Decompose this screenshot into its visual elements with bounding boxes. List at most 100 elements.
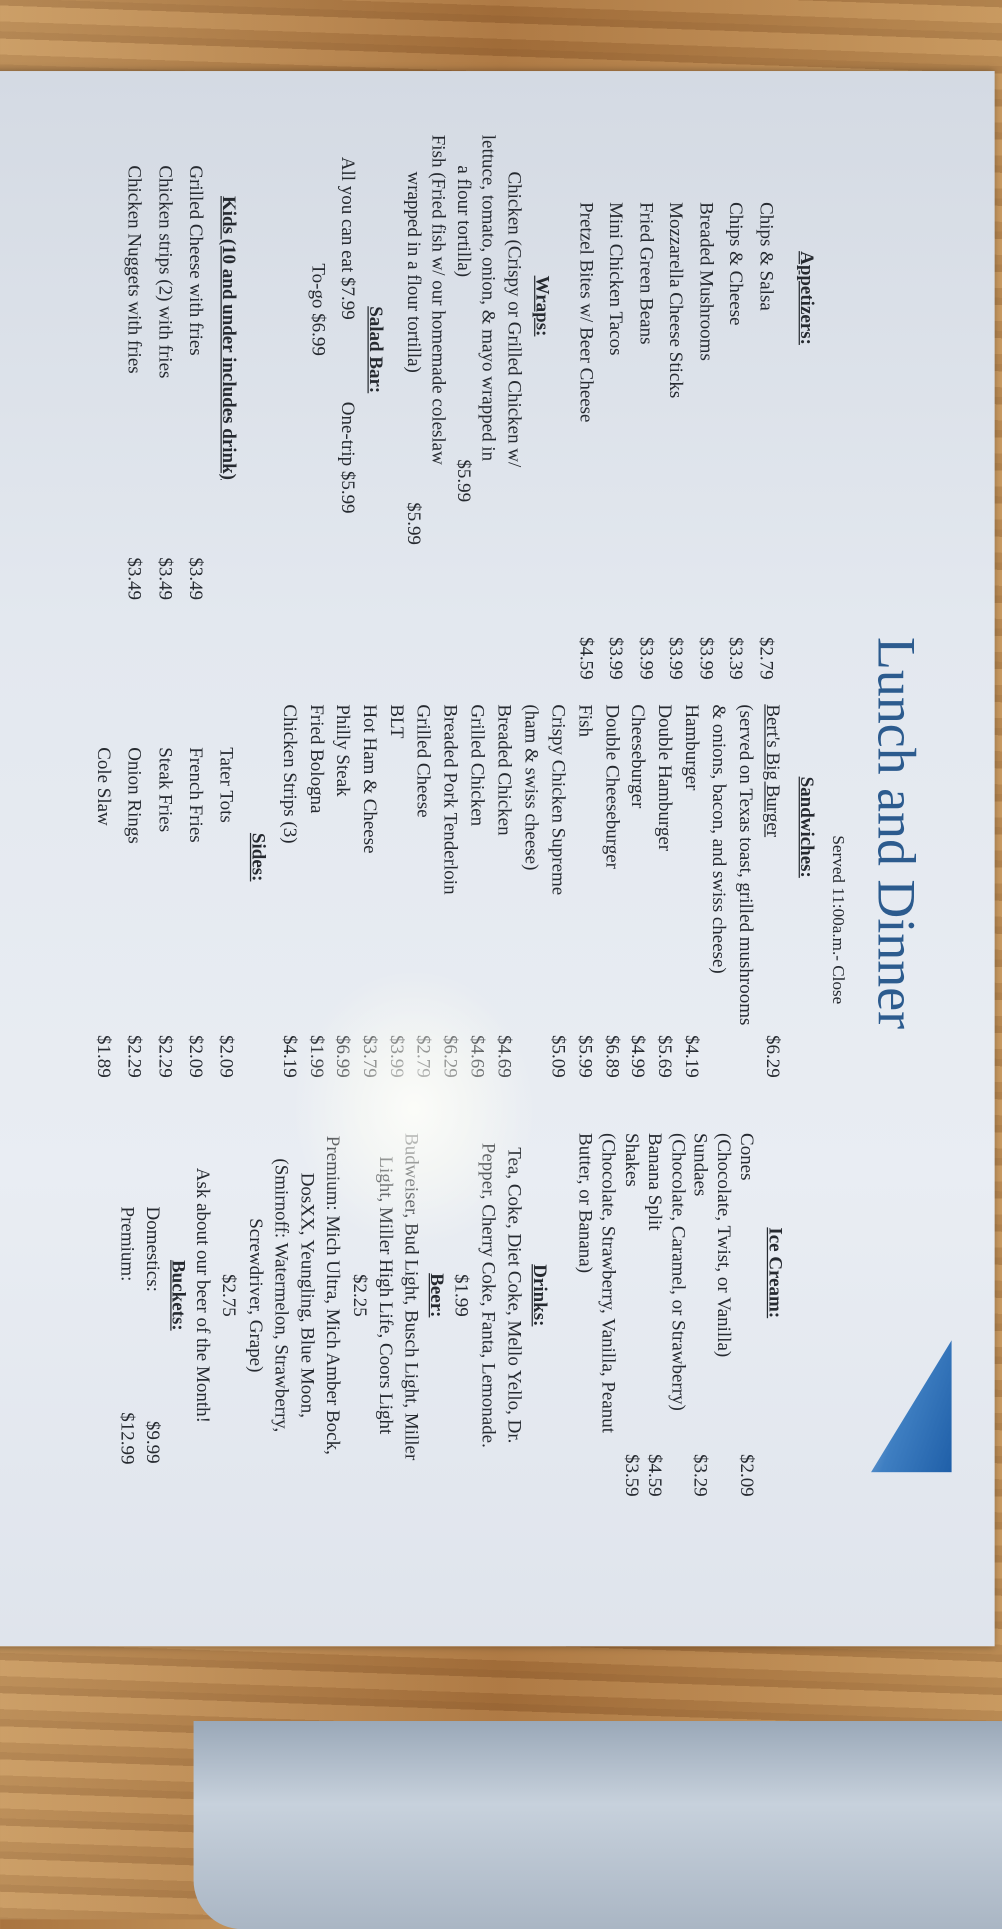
menu-item: Onion Rings $2.29 — [119, 747, 150, 1078]
menu-item-description: (Chocolate, Twist, or Vanilla) — [711, 1133, 734, 1433]
menu-item: Grilled Cheese with fries $3.49 — [180, 165, 211, 600]
item-price: $4.59 — [644, 1453, 665, 1497]
item-name: Pretzel Bites w/ Beer Cheese — [575, 202, 597, 423]
beer-premium-price: $2.75 — [218, 1273, 240, 1317]
item-price: $5.99 — [574, 1035, 595, 1078]
sides-heading: Sides: — [247, 832, 269, 882]
menu-item-description: Butter, or Banana) — [573, 1133, 596, 1433]
item-name: Double Hamburger — [654, 704, 676, 852]
item-name: & onions, bacon, and swiss cheese) — [708, 704, 730, 974]
item-price: $12.99 — [116, 1412, 137, 1465]
menu-item: Breaded Mushrooms $3.99 — [690, 202, 720, 680]
salad-all-you-can-eat: All you can eat $7.99 — [336, 156, 358, 320]
item-price: $2.09 — [736, 1453, 758, 1497]
menu-item-description: (served on Texas toast, grilled mushroom… — [732, 704, 759, 1025]
item-price: $2.79 — [755, 636, 777, 680]
item-name: Mozzarella Cheese Sticks — [665, 202, 687, 399]
item-name: Grilled Chicken — [466, 704, 488, 827]
menu-item: Breaded Chicken$4.69 — [490, 704, 517, 1077]
item-name: Philly Steak — [332, 704, 354, 797]
menu-item: Philly Steak$6.99 — [329, 704, 356, 1077]
menu-item: Fish $5.99 — [571, 704, 598, 1077]
item-name: Domestics: — [142, 1206, 163, 1292]
item-name: (Chocolate, Strawberry, Vanilla, Peanut — [598, 1133, 619, 1434]
menu-item-description: (Chocolate, Caramel, or Strawberry) — [665, 1133, 688, 1433]
served-hours: Served 11:00a.m.- Close — [828, 835, 847, 1005]
item-name: Tater Tots — [215, 747, 237, 823]
item-price: $5.99 — [453, 459, 475, 503]
ice-cream-list: Cones $2.09 (Chocolate, Twist, or Vanilla)… — [573, 1133, 758, 1497]
item-price: $3.39 — [725, 636, 747, 680]
item-name: (Chocolate, Caramel, or Strawberry) — [667, 1133, 688, 1411]
item-price: $5.99 — [403, 502, 424, 545]
item-price: $1.89 — [93, 1035, 114, 1078]
menu-item: Mozzarella Cheese Sticks $3.99 — [660, 202, 690, 680]
light-glare — [291, 967, 537, 1250]
item-price: $2.09 — [215, 1035, 237, 1078]
menu-item: Fried Bologna$1.99 — [302, 704, 329, 1077]
item-name: a flour tortilla) — [453, 165, 475, 278]
item-name: (Chocolate, Twist, or Vanilla) — [713, 1133, 734, 1358]
item-price: $2.09 — [184, 1035, 206, 1078]
salad-to-go: To-go $6.99 — [307, 263, 329, 356]
wraps-heading: Wraps: — [531, 275, 553, 337]
menu-item: Chicken strips (2) with fries $3.49 — [149, 165, 180, 600]
item-name: Cheeseburger — [627, 704, 649, 809]
item-name: Chicken Strips (3) — [278, 704, 300, 844]
kids-list: Grilled Cheese with fries $3.49 Chicken s… — [119, 165, 211, 600]
menu-item: Fried Green Beans $3.99 — [630, 202, 660, 680]
menu-item: Sundaes $3.29 — [688, 1133, 711, 1497]
menu-item: French Fries $2.09 — [180, 747, 211, 1078]
menu-item: a flour tortilla) $5.99 — [450, 135, 475, 502]
salad-bar-heading: Salad Bar: — [365, 306, 386, 394]
menu-item: Cheeseburger $4.99 — [624, 704, 651, 1077]
menu-item: Crispy Chicken Supreme $5.09 — [544, 704, 571, 1077]
item-price: $3.99 — [635, 636, 657, 680]
item-name: Fried Bologna — [305, 704, 327, 814]
item-name: BLT — [386, 704, 408, 739]
item-name: Hamburger — [681, 704, 703, 791]
plastic-bag — [193, 1720, 1002, 1929]
drinks-heading: Drinks: — [529, 1264, 551, 1327]
menu-item: wrapped in a flour tortilla) $5.99 — [400, 135, 425, 544]
item-name: wrapped in a flour tortilla) — [403, 171, 424, 373]
menu-item: Double Cheeseburger $6.89 — [597, 704, 624, 1077]
menu-title: Lunch and Dinner — [866, 636, 927, 1030]
sandwiches-heading: Sandwiches: — [796, 776, 818, 878]
item-price: $6.89 — [600, 1035, 622, 1078]
menu-item: Tater Tots $2.09 — [211, 747, 242, 1078]
item-price: $4.19 — [681, 1035, 703, 1078]
buckets-heading: Buckets: — [167, 1259, 189, 1331]
menu-item: Grilled Chicken$4.69 — [463, 704, 490, 1077]
item-name: Fried Green Beans — [635, 202, 657, 345]
menu-item: Cones $2.09 — [734, 1133, 758, 1497]
menu-item-description: (Chocolate, Strawberry, Vanilla, Peanut — [596, 1133, 619, 1433]
salad-one-trip: One-trip $5.99 — [336, 401, 358, 514]
item-name: Grilled Cheese — [413, 704, 434, 818]
item-name: Sundaes — [690, 1133, 711, 1197]
menu-item: Shakes $3.59 — [619, 1133, 642, 1497]
wrap-description: lettuce, tomato, onion, & mayo wrapped i… — [478, 134, 500, 462]
sandwiches-list: Bert's Big Burger $6.29 (served on Texas t… — [275, 704, 785, 1077]
item-name: (served on Texas toast, grilled mushroom… — [735, 704, 756, 1026]
beer-line: (Smirnoff: Watermelon, Strawberry, — [270, 1158, 292, 1433]
menu-item: Chips & Salsa $2.79 — [750, 202, 780, 680]
item-name: Chicken Nuggets with fries — [123, 165, 145, 374]
item-name: Shakes — [621, 1133, 642, 1187]
sides-list: Tater Tots $2.09 French Fries $2.09 Steak Fr… — [88, 747, 242, 1078]
menu-item: Double Hamburger $5.69 — [651, 704, 678, 1077]
item-price: $6.29 — [761, 1035, 783, 1078]
ice-cream-heading: Ice Cream: — [764, 1227, 786, 1319]
menu-item: Hamburger $4.19 — [678, 704, 705, 1077]
item-price: $3.29 — [690, 1453, 711, 1497]
item-name: Steak Fries — [154, 747, 176, 833]
item-name: French Fries — [184, 747, 206, 843]
item-name: Cones — [736, 1133, 758, 1181]
menu-item: Chicken Strips (3) $4.19 — [275, 704, 302, 1077]
item-name: Cole Slaw — [93, 747, 114, 826]
item-price: $5.09 — [547, 1035, 569, 1078]
item-price: $3.99 — [605, 636, 627, 680]
item-name: Butter, or Banana) — [575, 1133, 596, 1274]
appetizers-heading: Appetizers: — [796, 251, 818, 345]
